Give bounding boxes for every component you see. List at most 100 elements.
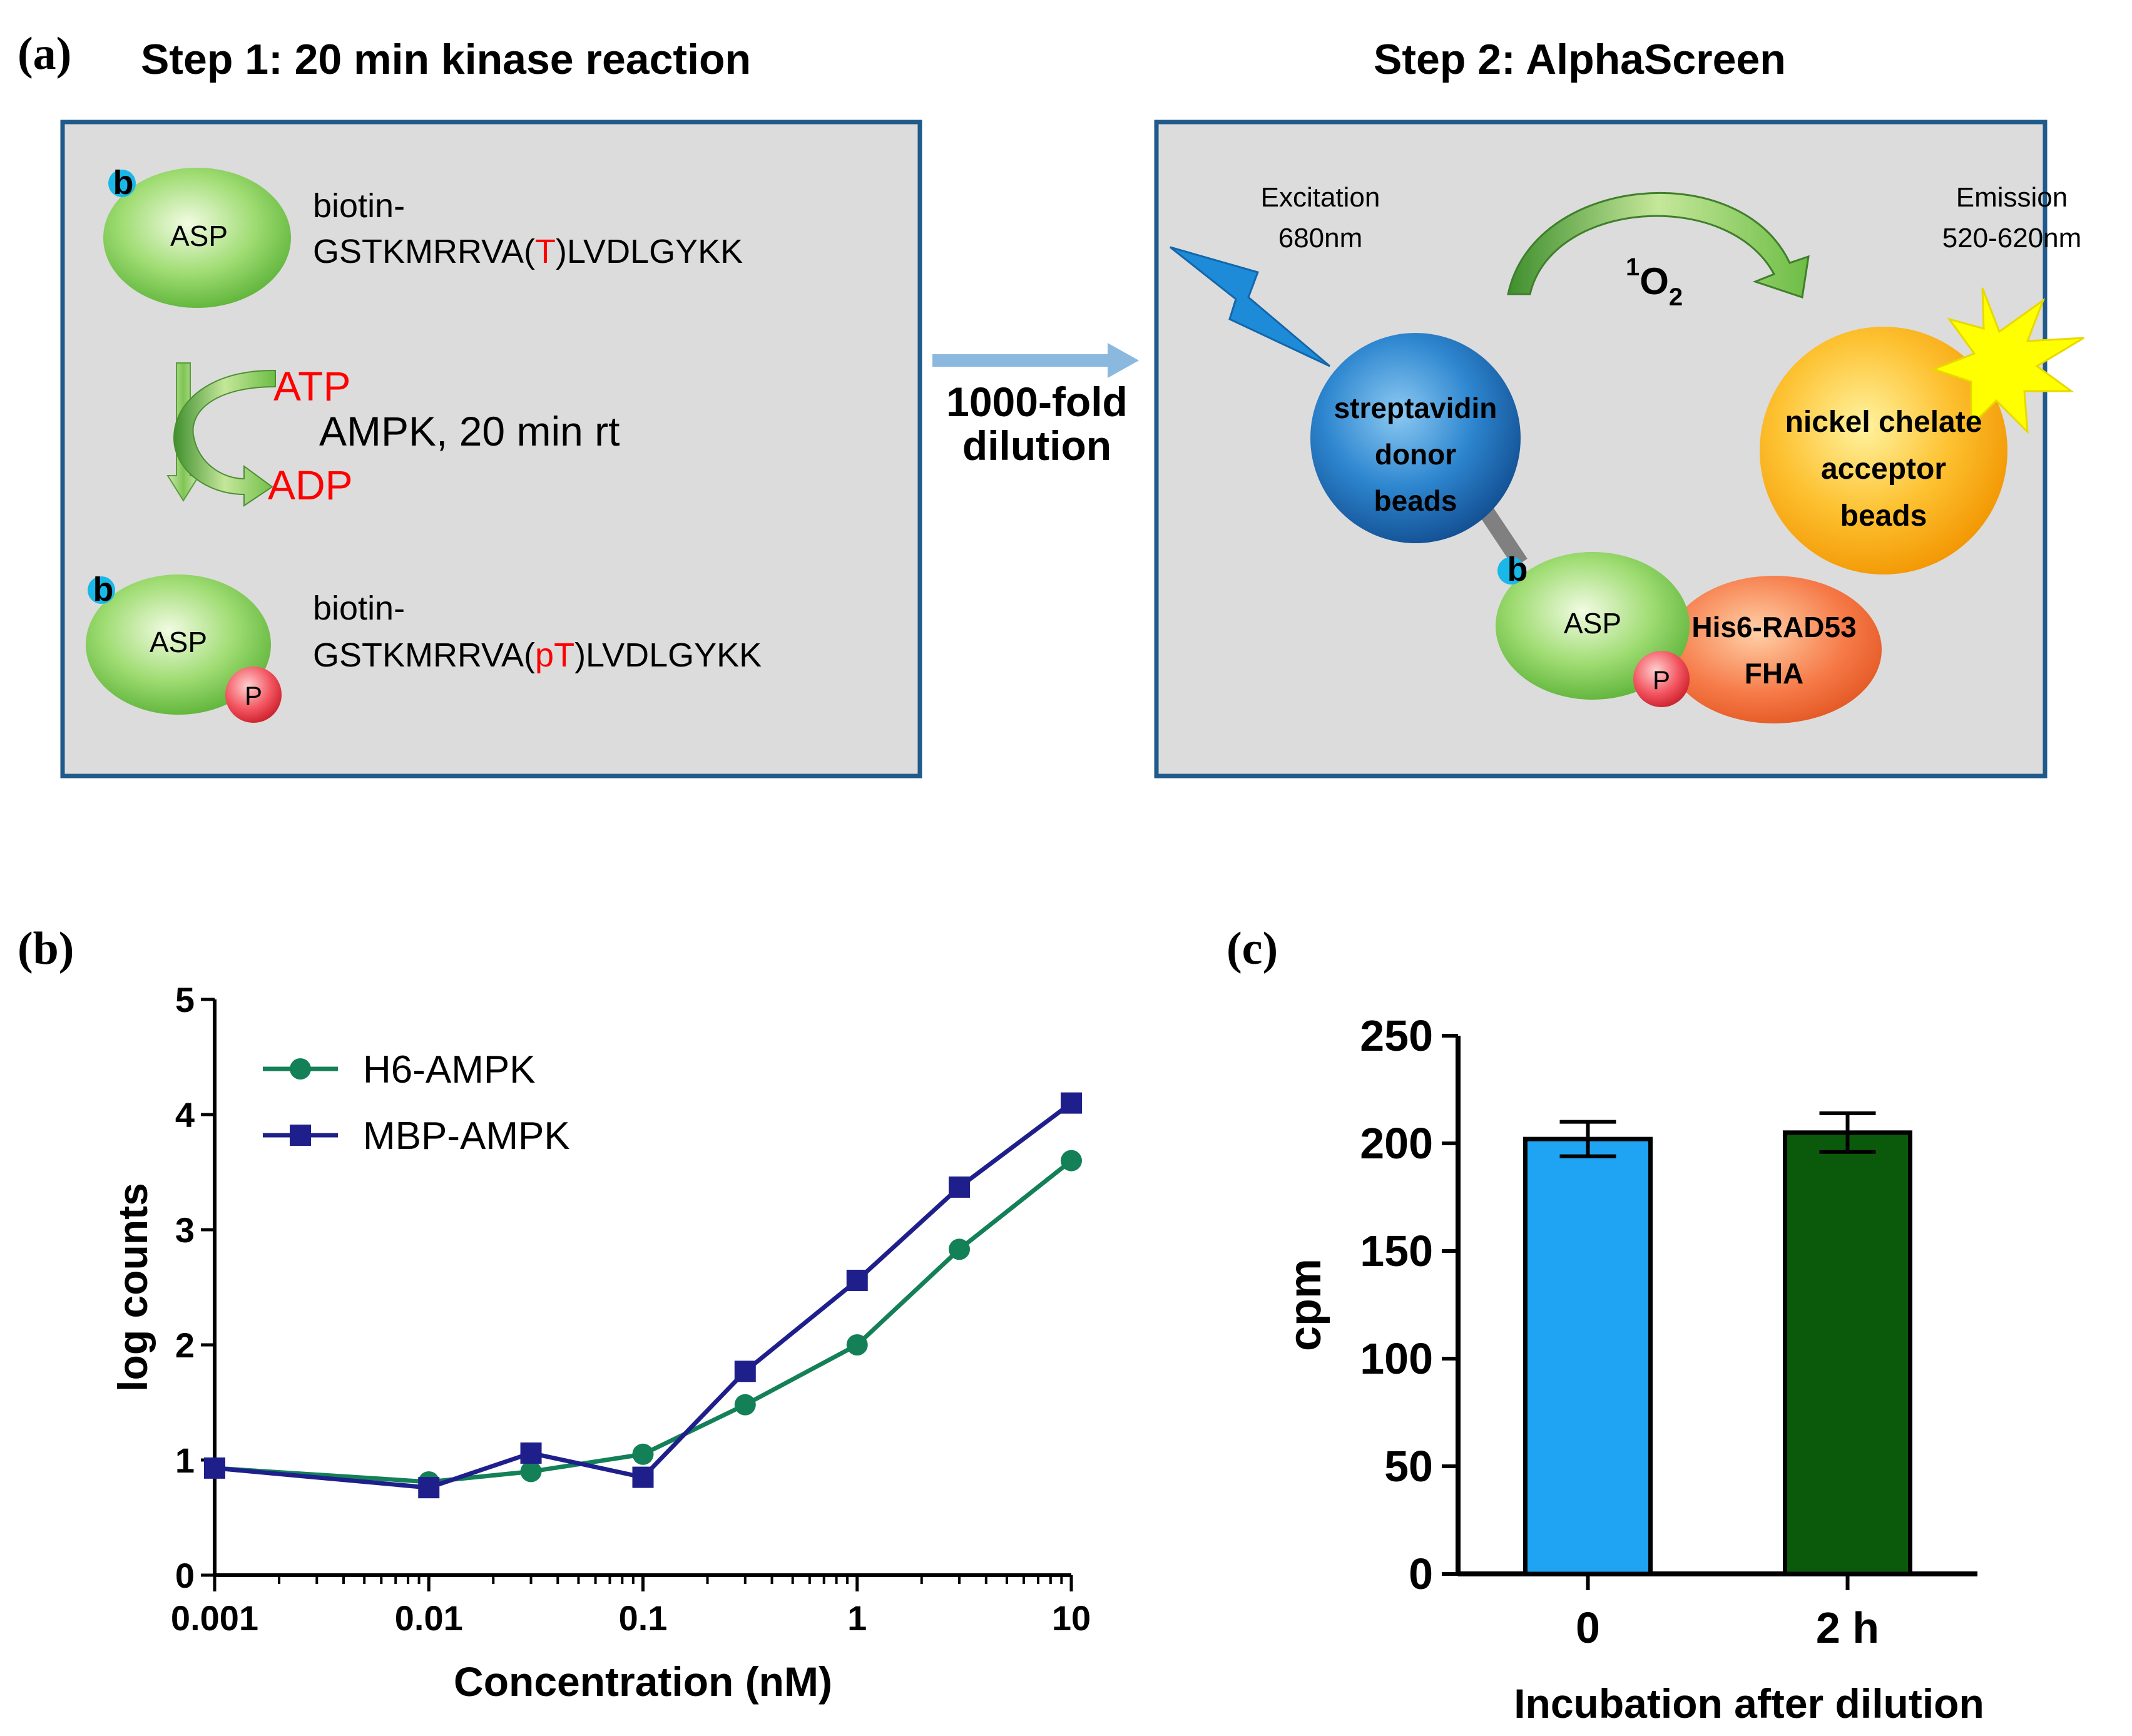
product-seq-before: GSTKMRRVA( <box>313 636 535 674</box>
excitation-lightning-icon <box>1170 246 1330 367</box>
series-line-1 <box>214 1158 1073 1484</box>
product-sequence: GSTKMRRVA(pT)LVDLGYKK <box>313 636 762 674</box>
dilution-arrow <box>932 343 1139 378</box>
x-tick-label: 0.01 <box>395 1598 463 1638</box>
x-tick-label: 0 <box>1576 1603 1600 1652</box>
asp-substrate: b ASP <box>103 164 291 308</box>
excitation-line-2: 680nm <box>1278 223 1363 253</box>
fha-domain <box>1666 576 1882 723</box>
singlet-oxygen-main: O <box>1640 260 1669 302</box>
x-tick-label: 0.001 <box>171 1598 258 1638</box>
biotin-mark-1: b <box>113 164 134 202</box>
y-axis-label: cpm <box>1280 1259 1330 1351</box>
reaction-arrows <box>166 362 276 507</box>
y-tick-label: 3 <box>175 1210 195 1250</box>
y-tick-label: 250 <box>1360 1011 1433 1060</box>
data-point-square <box>1061 1092 1082 1114</box>
asp-label-1: ASP <box>170 220 228 252</box>
y-tick-label: 4 <box>175 1095 195 1135</box>
biotin-dot-1 <box>108 170 136 197</box>
biotin-mark-3: b <box>1507 551 1528 588</box>
substrate-prefix: biotin- <box>313 187 405 225</box>
product-residue: pT <box>535 636 574 674</box>
step1-title: Step 1: 20 min kinase reaction <box>141 36 751 83</box>
dilution-line-1: 1000-fold <box>946 379 1128 425</box>
x-axis-label: Incubation after dilution <box>1514 1680 1984 1727</box>
atp-adp-curved-arrow <box>173 369 276 507</box>
emission-burst-icon <box>1931 287 2084 434</box>
series-line-2 <box>214 1101 1073 1490</box>
data-point-square <box>734 1361 756 1382</box>
singlet-oxygen: 1O2 <box>1626 253 1683 311</box>
phospho-mark-1: P <box>245 681 262 710</box>
y-tick-label: 150 <box>1360 1227 1433 1275</box>
y-axis-label: log counts <box>110 1183 156 1392</box>
singlet-oxygen-sup: 1 <box>1626 253 1640 281</box>
substrate-residue: T <box>535 233 556 270</box>
x-tick-label: 0.1 <box>619 1598 668 1638</box>
biotin-dot-2 <box>88 576 115 604</box>
y-tick-label: 200 <box>1360 1119 1433 1168</box>
acceptor-line-2: acceptor <box>1821 452 1946 486</box>
phospho-circle-2 <box>1633 651 1690 707</box>
reaction-condition: AMPK, 20 min rt <box>319 408 620 454</box>
data-point-square <box>418 1477 440 1499</box>
data-point-circle <box>1061 1150 1082 1172</box>
substrate-seq-before: GSTKMRRVA( <box>313 233 535 270</box>
y-tick-label: 0 <box>1409 1550 1433 1598</box>
donor-line-1: streptavidin <box>1334 392 1497 424</box>
asp-product-blob <box>86 574 271 715</box>
x-axis-label: Concentration (nM) <box>454 1658 832 1705</box>
panel-c-label: (c) <box>1227 923 1278 974</box>
data-point-circle <box>632 1443 654 1465</box>
data-point-square <box>520 1442 542 1464</box>
product-seq-after: )LVDLGYKK <box>574 636 762 674</box>
excitation-line-1: Excitation <box>1261 182 1380 213</box>
phospho-mark-2: P <box>1653 665 1670 695</box>
data-point-square <box>204 1457 225 1479</box>
y-tick-label: 1 <box>175 1441 195 1480</box>
bar-1 <box>1523 1136 1653 1576</box>
data-point-circle <box>949 1238 971 1260</box>
acceptor-line-3: beads <box>1840 499 1927 533</box>
biotin-dot-3 <box>1497 557 1525 585</box>
singlet-oxygen-arrow <box>1507 191 1810 299</box>
bar-2 <box>1783 1130 1912 1576</box>
y-tick-label: 100 <box>1360 1334 1433 1383</box>
substrate-seq-after: )LVDLGYKK <box>556 233 743 270</box>
legend-label-2: MBP-AMPK <box>363 1115 570 1158</box>
asp-product: b ASP P <box>86 571 282 723</box>
donor-bead <box>1310 333 1521 543</box>
y-tick-label: 50 <box>1384 1442 1433 1491</box>
donor-line-3: beads <box>1374 484 1457 517</box>
dilution-line-2: dilution <box>962 422 1111 469</box>
step2-title: Step 2: AlphaScreen <box>1374 36 1786 83</box>
x-tick-label: 10 <box>1052 1598 1091 1638</box>
donor-line-2: donor <box>1375 438 1456 471</box>
panel-a-label: (a) <box>18 28 71 79</box>
y-tick-label: 5 <box>175 980 195 1019</box>
data-point-circle <box>734 1394 756 1416</box>
emission-line-2: 520-620nm <box>1942 223 2082 253</box>
bead-connector <box>1476 502 1528 568</box>
biotin-mark-2: b <box>93 571 114 608</box>
fha-line-1: His6-RAD53 <box>1691 611 1856 643</box>
product-prefix: biotin- <box>313 590 405 627</box>
asp-substrate-blob <box>103 168 291 308</box>
adp-label: ADP <box>268 462 353 508</box>
data-point-square <box>632 1466 654 1488</box>
x-tick-label: 1 <box>847 1598 867 1638</box>
acceptor-bead <box>1760 327 2007 574</box>
phospho-circle-1 <box>225 666 282 723</box>
legend-label-1: H6-AMPK <box>363 1048 536 1091</box>
y-tick-label: 0 <box>175 1556 195 1595</box>
data-point-circle <box>520 1461 542 1483</box>
x-tick-label: 2 h <box>1816 1603 1879 1652</box>
y-tick-label: 2 <box>175 1325 195 1365</box>
asp-label-3: ASP <box>1564 607 1621 640</box>
asp-label-2: ASP <box>150 626 207 658</box>
data-point-square <box>846 1269 868 1291</box>
data-point-circle <box>846 1334 868 1356</box>
fha-line-2: FHA <box>1745 657 1804 690</box>
